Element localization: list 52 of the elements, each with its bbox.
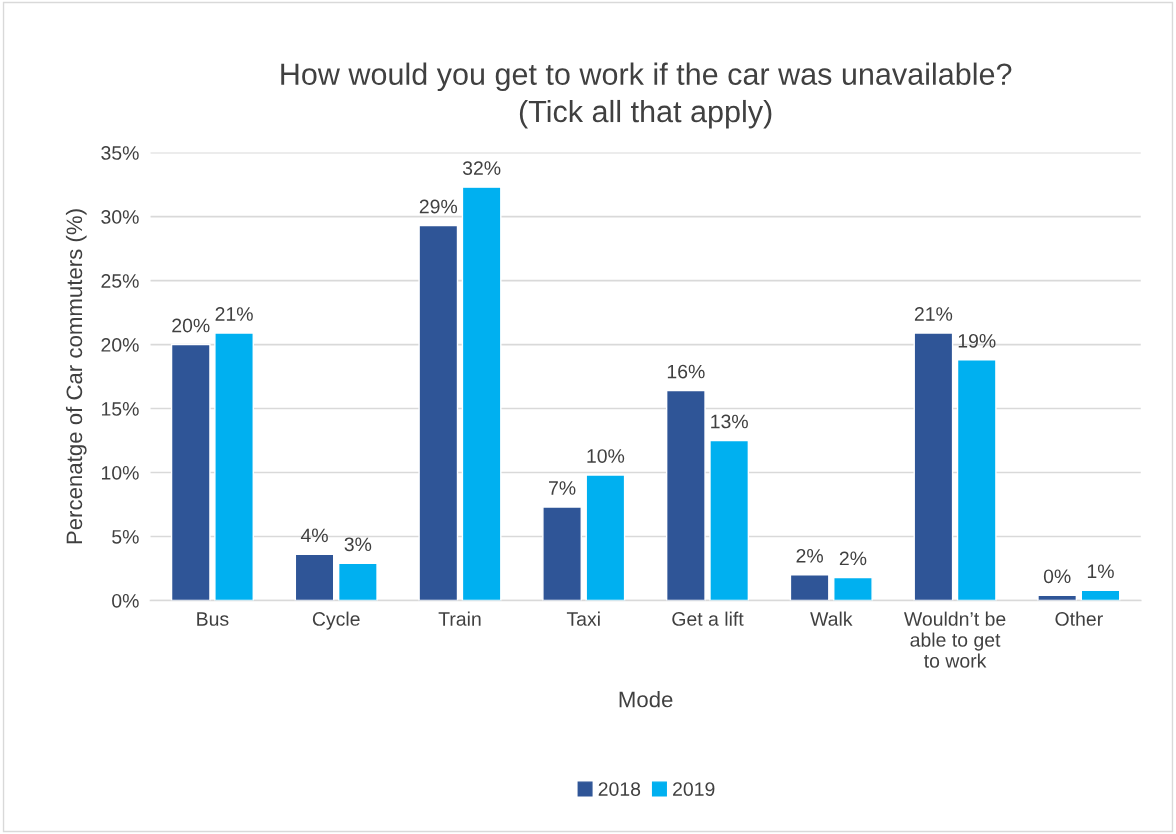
data-label: 10% (587, 449, 625, 463)
data-label: 13% (711, 414, 748, 429)
bar (461, 186, 502, 601)
bar (1080, 589, 1121, 601)
data-label: 32% (462, 161, 501, 175)
y-tick-label: 0% (112, 593, 139, 608)
y-tick-label: 10% (101, 465, 139, 480)
data-label: 19% (958, 333, 996, 348)
bar (709, 439, 750, 601)
x-tick-label: Wouldn’t be able to get to work (903, 611, 1006, 668)
legend-label: 2018 (598, 782, 641, 796)
y-tick-label: 5% (112, 530, 139, 544)
bar (542, 506, 582, 601)
x-tick-label: Bus (197, 612, 229, 626)
data-label: 20% (172, 318, 210, 333)
bar (585, 474, 626, 601)
x-tick-label: Other (1055, 611, 1103, 626)
data-label: 21% (914, 307, 953, 321)
y-tick-label: 25% (101, 274, 139, 288)
bar (418, 224, 459, 601)
y-tick-label: 35% (101, 146, 139, 160)
bar (665, 389, 706, 601)
bar (833, 576, 873, 601)
data-label: 2% (839, 551, 867, 566)
x-tick-label: Walk (810, 611, 853, 626)
data-label: 16% (667, 364, 705, 379)
data-label: 1% (1087, 564, 1114, 578)
data-label: 29% (419, 199, 458, 214)
data-label: 2% (796, 548, 823, 563)
x-tick-label: Get a lift (672, 611, 744, 626)
x-axis-title: Mode (619, 691, 673, 708)
bar (337, 562, 378, 601)
legend-label: 2019 (673, 782, 715, 796)
bar (170, 343, 211, 601)
y-tick-label: 30% (101, 210, 139, 224)
data-label: 3% (344, 537, 372, 552)
bar (956, 359, 997, 601)
bar (913, 332, 954, 601)
bar (294, 553, 335, 601)
bar (789, 574, 830, 601)
data-label: 0% (1043, 569, 1071, 584)
bar (214, 332, 254, 601)
data-label: 7% (549, 481, 576, 495)
chart-title: How would you get to work if the car was unavailable? (Tick all that apply) (281, 62, 1012, 129)
data-label: 4% (300, 528, 328, 543)
x-tick-label: Train (438, 611, 481, 626)
y-tick-label: 20% (101, 338, 139, 352)
x-tick-label: Cycle (312, 611, 360, 630)
y-axis-title: Percenatge of Car commuters (%) (65, 209, 87, 544)
x-tick-label: Taxi (566, 611, 600, 626)
y-tick-label: 15% (101, 402, 139, 416)
data-label: 21% (215, 307, 253, 321)
